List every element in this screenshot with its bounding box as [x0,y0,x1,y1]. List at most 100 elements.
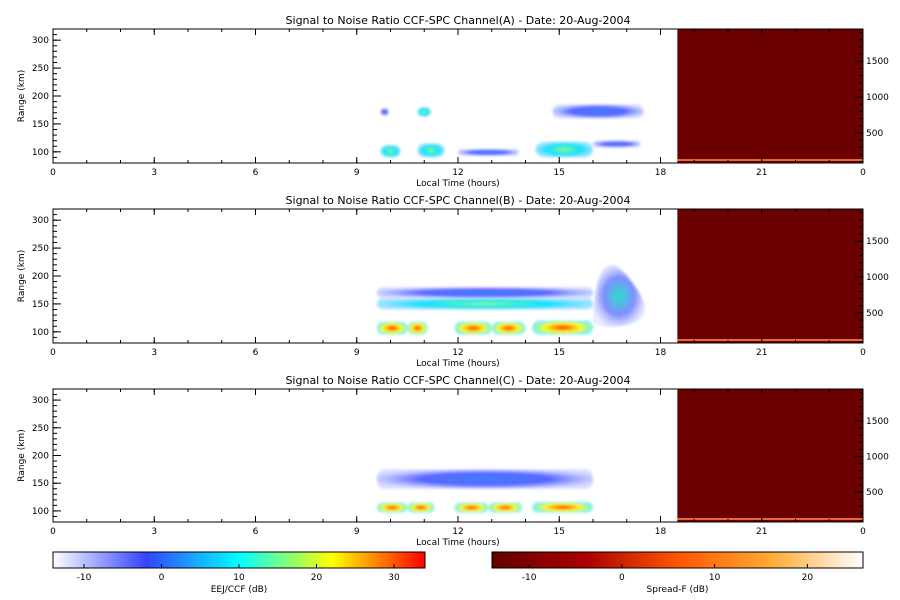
x-tick-label: 0 [50,527,56,537]
echo-region [454,321,492,335]
echo-region [377,502,408,513]
x-tick-label: 0 [50,168,56,178]
y-tick-label: 150 [32,120,49,130]
echo-region [593,264,645,328]
panel-title: Signal to Noise Ratio CCF-SPC Channel(C)… [285,374,630,387]
colorbar-tick-label: -10 [77,573,92,583]
x-tick-label: 0 [860,348,866,358]
echo-region [377,287,593,299]
right-tick-label: 1500 [866,237,889,247]
x-tick-label: 0 [50,348,56,358]
colorbar-tick-label: 0 [619,573,625,583]
y-tick-label: 200 [32,452,49,462]
y-tick-label: 100 [32,328,49,338]
panel-a: 0 3 6 9 12 15 18 21 010015020025030050010001500S… [17,14,889,189]
x-tick-label: 6 [253,348,259,358]
echo-region [535,141,593,158]
echo-region [377,321,408,335]
x-tick-label: 3 [151,348,157,358]
colorbar-tick-label: 10 [233,573,245,583]
y-tick-label: 250 [32,424,49,434]
spread-f-region [677,29,863,163]
x-tick-label: 18 [655,348,667,358]
x-tick-label: 9 [354,168,360,178]
echo-region [417,107,431,117]
colorbar-tick-label: -10 [522,573,537,583]
colorbar-tick-label: 0 [159,573,165,583]
colorbar-tick-label: 10 [709,573,721,583]
echo-region [532,320,593,335]
y-tick-label: 100 [32,507,49,517]
panel-title: Signal to Noise Ratio CCF-SPC Channel(B)… [286,194,631,207]
right-tick-label: 1000 [866,93,889,103]
y-axis-label: Range (km) [17,250,27,302]
x-tick-label: 18 [655,527,667,537]
y-tick-label: 200 [32,272,49,282]
y-tick-label: 250 [32,64,49,74]
right-tick-label: 1000 [866,453,889,463]
spread-f-low-echo [677,339,863,341]
panel-b: 0 3 6 9 12 15 18 21 010015020025030050010001500S… [17,194,889,369]
right-tick-label: 500 [866,309,883,319]
x-tick-label: 6 [253,527,259,537]
colorbar-tick-label: 20 [311,573,323,583]
spread-f-region [677,209,863,343]
y-axis-label: Range (km) [17,70,27,122]
x-tick-label: 18 [655,168,667,178]
spread-f-low-echo [677,159,863,161]
echo-region [407,502,435,513]
x-axis-label: Local Time (hours) [416,179,499,189]
x-tick-label: 3 [151,168,157,178]
x-axis-label: Local Time (hours) [416,538,499,548]
echo-region [488,502,523,513]
right-tick-label: 500 [866,129,883,139]
y-tick-label: 250 [32,244,49,254]
x-tick-label: 15 [554,348,565,358]
colorbar-scale [491,551,864,569]
colorbar-tick-label: 20 [802,573,814,583]
colorbar-2: -10 0 10 20 Spread-F (dB) [491,551,864,595]
spread-f-low-echo [677,518,863,520]
right-tick-label: 1500 [866,57,889,67]
echo-region [377,469,593,489]
colorbar-label: Spread-F (dB) [647,585,709,595]
echo-region [593,140,641,148]
echo-region [532,502,593,513]
x-tick-label: 21 [756,168,767,178]
x-tick-label: 15 [554,527,565,537]
x-tick-label: 12 [452,527,463,537]
x-tick-label: 12 [452,168,463,178]
x-axis-label: Local Time (hours) [416,359,499,369]
right-tick-label: 500 [866,488,883,498]
x-tick-label: 15 [554,168,565,178]
echo-region [417,143,445,158]
panel-title: Signal to Noise Ratio CCF-SPC Channel(A)… [286,14,631,27]
echo-region [458,149,519,156]
y-tick-label: 150 [32,479,49,489]
x-tick-label: 9 [354,348,360,358]
y-tick-label: 200 [32,92,49,102]
y-axis-label: Range (km) [17,429,27,481]
echo-region [407,321,428,335]
y-tick-label: 300 [32,216,49,226]
x-tick-label: 21 [756,527,767,537]
x-tick-label: 0 [860,168,866,178]
y-tick-label: 150 [32,300,49,310]
right-tick-label: 1000 [866,273,889,283]
colorbar-1: -10 0 10 20 30 EEJ/CCF (dB) [52,551,426,595]
colorbar-label: EEJ/CCF (dB) [211,585,268,595]
echo-region [454,502,489,513]
right-tick-label: 1500 [866,417,889,427]
x-tick-label: 3 [151,527,157,537]
colorbar-tick-label: 30 [388,573,400,583]
x-tick-label: 6 [253,168,259,178]
x-tick-label: 21 [756,348,767,358]
x-tick-label: 0 [860,527,866,537]
x-tick-label: 12 [452,348,463,358]
spread-f-region [677,389,863,522]
echo-region [552,104,644,119]
echo-region [491,321,526,335]
echo-region [377,298,593,310]
x-tick-label: 9 [354,527,360,537]
